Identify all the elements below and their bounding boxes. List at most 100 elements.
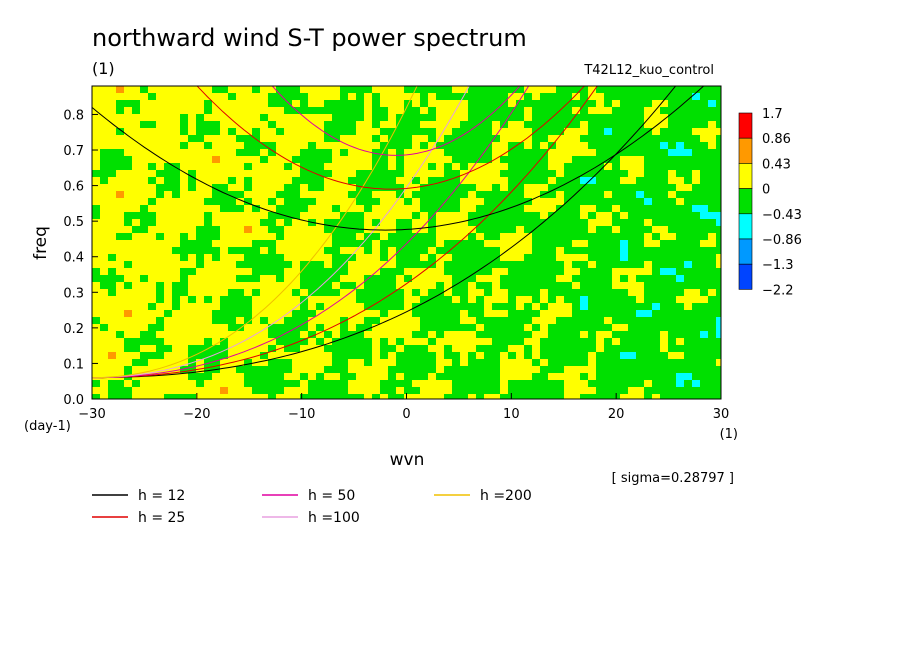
heatmap-cell (300, 121, 309, 129)
heatmap-cell (276, 219, 285, 227)
heatmap-cell (636, 135, 645, 143)
heatmap-cell (636, 107, 645, 115)
heatmap-cell (220, 156, 229, 164)
heatmap-cell (412, 219, 421, 227)
heatmap-cell (372, 149, 381, 157)
heatmap-cell (436, 114, 445, 122)
heatmap-cell (220, 184, 229, 192)
heatmap-cell (660, 317, 669, 325)
heatmap-cell (340, 170, 349, 178)
heatmap-cell (620, 394, 629, 399)
heatmap-cell (244, 240, 253, 248)
heatmap-cell (484, 338, 493, 346)
heatmap-cell (132, 303, 141, 311)
heatmap-cell (596, 226, 605, 234)
heatmap-cell (316, 156, 325, 164)
heatmap-cell (300, 275, 309, 283)
heatmap-cell (260, 387, 269, 395)
heatmap-cell (372, 205, 381, 213)
heatmap-cell (132, 324, 141, 332)
heatmap-cell (436, 317, 445, 325)
heatmap-cell (172, 170, 181, 178)
heatmap-cell (140, 282, 149, 290)
heatmap-cell (524, 359, 533, 367)
heatmap-cell (252, 366, 261, 374)
heatmap-cell (492, 170, 501, 178)
heatmap-cell (596, 380, 605, 388)
heatmap-cell (708, 191, 717, 199)
heatmap-cell (596, 275, 605, 283)
heatmap-cell (444, 380, 453, 388)
heatmap-cell (476, 345, 485, 353)
heatmap-cell (460, 177, 469, 185)
heatmap-cell (204, 191, 213, 199)
heatmap-cell (428, 324, 437, 332)
heatmap-cell (276, 128, 285, 136)
heatmap-cell (140, 240, 149, 248)
heatmap-cell (564, 317, 573, 325)
heatmap-cell (116, 261, 125, 269)
heatmap-cell (524, 156, 533, 164)
heatmap-cell (100, 191, 109, 199)
heatmap-cell (284, 240, 293, 248)
heatmap-cell (588, 163, 597, 171)
heatmap-cell (212, 303, 221, 311)
heatmap-cell (460, 373, 469, 381)
heatmap-cell (228, 296, 237, 304)
heatmap-cell (180, 205, 189, 213)
heatmap-cell (364, 240, 373, 248)
heatmap-cell (532, 170, 541, 178)
heatmap-cell (540, 170, 549, 178)
heatmap-cell (188, 338, 197, 346)
heatmap-cell (476, 394, 485, 399)
heatmap-cell (500, 282, 509, 290)
heatmap-cell (396, 359, 405, 367)
heatmap-cell (340, 142, 349, 150)
heatmap-cell (228, 268, 237, 276)
heatmap-cell (108, 282, 117, 290)
heatmap-cell (348, 387, 357, 395)
heatmap-cell (564, 219, 573, 227)
heatmap-cell (436, 93, 445, 101)
heatmap-cell (444, 198, 453, 206)
heatmap-cell (548, 212, 557, 220)
heatmap-cell (108, 198, 117, 206)
heatmap-cell (612, 121, 621, 129)
heatmap-cell (188, 170, 197, 178)
heatmap-cell (196, 135, 205, 143)
heatmap-cell (356, 373, 365, 381)
heatmap-cell (140, 142, 149, 150)
heatmap-cell (100, 226, 109, 234)
heatmap-cell (636, 352, 645, 360)
heatmap-cell (612, 135, 621, 143)
heatmap-cell (596, 296, 605, 304)
heatmap-cell (372, 93, 381, 101)
heatmap-cell (604, 359, 613, 367)
heatmap-cell (332, 86, 341, 94)
heatmap-cell (500, 170, 509, 178)
heatmap-cell (204, 289, 213, 297)
heatmap-cell (140, 135, 149, 143)
heatmap-cell (668, 345, 677, 353)
heatmap-cell (484, 373, 493, 381)
heatmap-cell (636, 394, 645, 399)
heatmap-cell (476, 352, 485, 360)
heatmap-cell (116, 268, 125, 276)
heatmap-cell (404, 163, 413, 171)
heatmap-cell (404, 184, 413, 192)
heatmap-cell (308, 205, 317, 213)
heatmap-cell (532, 121, 541, 129)
heatmap-cell (228, 254, 237, 262)
heatmap-cell (140, 352, 149, 360)
heatmap-cell (244, 366, 253, 374)
heatmap-cell (444, 289, 453, 297)
heatmap-cell (116, 394, 125, 399)
heatmap-cell (596, 149, 605, 157)
heatmap-cell (204, 317, 213, 325)
heatmap-cell (220, 310, 229, 318)
heatmap-cell (156, 352, 165, 360)
heatmap-cell (284, 366, 293, 374)
heatmap-cell (708, 282, 717, 290)
heatmap-cell (396, 170, 405, 178)
heatmap-cell (236, 149, 245, 157)
